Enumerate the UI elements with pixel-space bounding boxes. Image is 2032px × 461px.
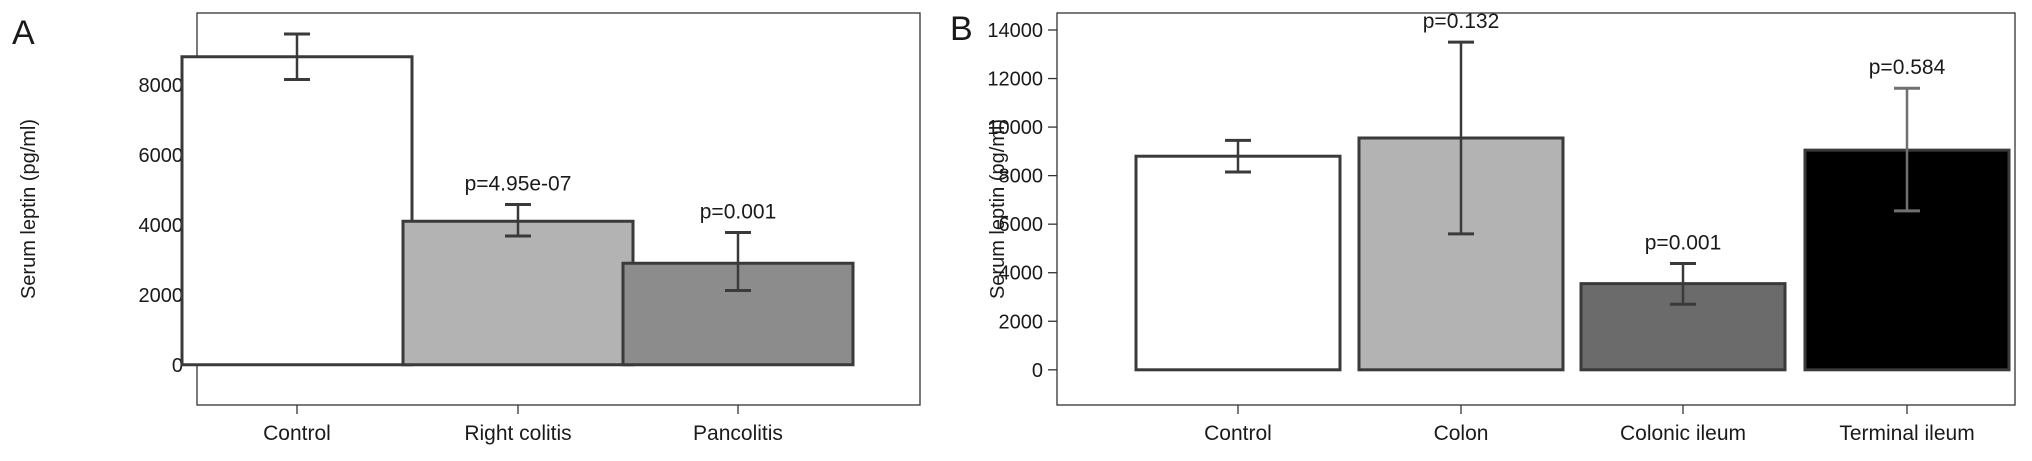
panel-b-category-label: Colon	[1434, 422, 1489, 445]
panel-b-y-tick-label: 12000	[987, 69, 1043, 91]
panel-b-category-label: Terminal ileum	[1839, 422, 1974, 445]
panel-a-y-tick-label: 0	[172, 355, 183, 377]
panel-b-y-axis-label: Serum leptin (pg/ml)	[987, 119, 1009, 299]
panel-a-p-value-label: p=4.95e-07	[465, 172, 572, 195]
panel-b-category-label: Control	[1204, 422, 1272, 445]
panel-b-y-tick-label: 6000	[999, 214, 1044, 236]
panel-b-y-tick-label: 14000	[987, 20, 1043, 42]
panel-b-y-tick-label: 8000	[999, 166, 1044, 188]
panel-a-category-label: Right colitis	[464, 422, 571, 445]
panel-a-y-axis-label: Serum leptin (pg/ml)	[18, 119, 40, 299]
panel-b-y-tick-label: 0	[1032, 360, 1043, 382]
panel-b-plot-frame	[1056, 12, 2016, 406]
panel-b-p-value-label: p=0.132	[1423, 10, 1500, 33]
panel-a-y-tick-label: 8000	[139, 75, 184, 97]
panel-a-y-tick-label: 4000	[139, 215, 184, 237]
panel-a-category-label: Pancolitis	[693, 422, 783, 445]
panel-b-bar	[1134, 154, 1342, 372]
panel-b-letter: B	[950, 10, 973, 48]
panel-a-bar	[180, 55, 414, 367]
panel-a-y-tick-label: 2000	[139, 285, 184, 307]
panel-b-category-label: Colonic ileum	[1620, 422, 1746, 445]
panel-b-chart: B 0 2000 4000 6000 8000 10000 12000 14000 Serum l…	[950, 10, 2016, 445]
panel-a-p-value-label: p=0.001	[700, 200, 777, 223]
panel-b-y-tick-label: 4000	[999, 263, 1044, 285]
panel-a-letter: A	[12, 14, 35, 52]
panel-a-chart: A 0 2000 4000 6000 8000 Serum leptin (pg/ml) Co…	[12, 12, 921, 445]
panel-b-y-tick-label: 10000	[987, 117, 1043, 139]
panel-b-p-value-label: p=0.001	[1645, 231, 1722, 254]
panel-b-p-value-label: p=0.584	[1869, 56, 1946, 79]
panel-a-category-label: Control	[263, 422, 331, 445]
panel-a-y-tick-label: 6000	[139, 145, 184, 167]
panel-a-bar	[401, 219, 635, 367]
panel-b-y-tick-label: 2000	[999, 311, 1044, 333]
